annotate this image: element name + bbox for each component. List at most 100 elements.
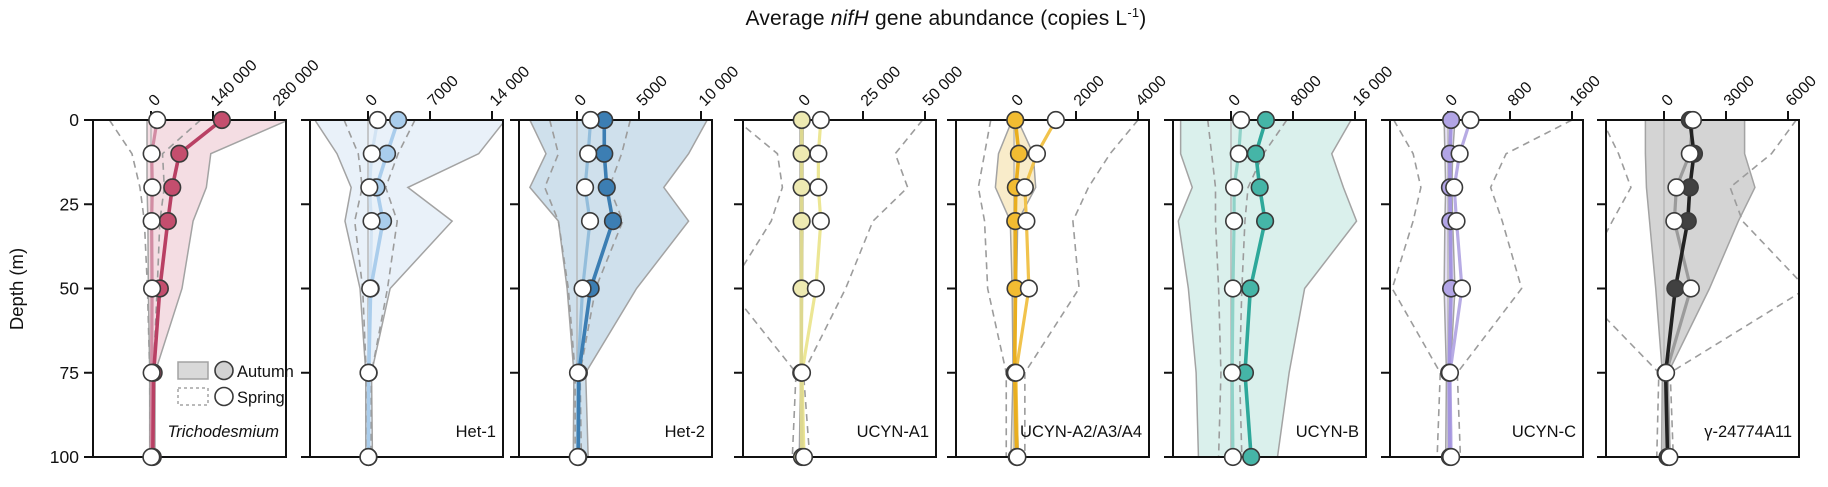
spring-point [1019, 279, 1038, 298]
spring-point [142, 144, 161, 163]
spring-point [575, 178, 595, 197]
autumn-point [1009, 144, 1029, 163]
spring-point [1017, 212, 1036, 231]
panel-ucyn-c: 0 800 1600 UCYN-C [1381, 73, 1604, 467]
spring-range-line-low [1391, 119, 1442, 458]
spring-point [1223, 447, 1243, 467]
spring-range-line-high [1456, 119, 1573, 458]
x-tick-label: 3000 [1721, 73, 1758, 110]
spring-point [1015, 178, 1034, 197]
spring-point [362, 212, 381, 231]
spring-point [1450, 144, 1469, 163]
autumn-point [792, 178, 811, 197]
spring-point [1667, 178, 1686, 197]
autumn-point [1241, 279, 1260, 298]
spring-point [1683, 110, 1703, 130]
spring-point [143, 279, 162, 298]
spring-point [811, 110, 830, 130]
spring-point [142, 447, 161, 467]
chart-title-superscript: -1 [1127, 5, 1140, 20]
legend-spring-swatch [177, 387, 209, 406]
spring-point [1223, 279, 1243, 298]
legend-autumn-swatch [177, 361, 209, 380]
panel-label: Trichodesmium [167, 423, 279, 441]
spring-point [359, 363, 378, 382]
x-tick-label: 0 [1226, 91, 1244, 109]
autumn-point [170, 144, 189, 163]
spring-point [360, 178, 379, 197]
panel-ucyn-b: 0 8000 16 000 UCYN-B [1164, 63, 1397, 467]
spring-point [1447, 212, 1466, 231]
autumn-range-band [529, 120, 708, 457]
spring-point [1046, 110, 1065, 130]
x-tick-label: 140 000 [208, 57, 261, 110]
spring-range-line-low [744, 125, 797, 458]
panel-border [742, 119, 937, 458]
x-tick-label: 0 [796, 91, 814, 109]
spring-point [143, 178, 162, 197]
panel-label: UCYN-B [1296, 423, 1359, 441]
spring-point [811, 212, 830, 231]
x-tick-label: 8000 [1288, 73, 1325, 110]
y-tick-label: 50 [60, 279, 80, 299]
spring-point [1461, 110, 1480, 130]
panel-label: Het-2 [665, 423, 705, 441]
spring-point [1660, 447, 1679, 467]
legend-spring-label: Spring [237, 389, 285, 407]
x-tick-label: 0 [1009, 91, 1027, 109]
autumn-point [1006, 110, 1025, 130]
panel-trichodesmium: 0 140 000 280 000 0 25 50 75 100 Autumn Spring Tri… [50, 57, 323, 467]
x-tick-label: 5000 [634, 73, 671, 110]
panel-label: Het-1 [456, 423, 496, 441]
spring-point [1452, 279, 1472, 298]
spring-point [579, 144, 598, 163]
spring-range-line-low [1206, 119, 1222, 458]
panel-label: UCYN-A2/A3/A4 [1020, 423, 1142, 441]
legend-spring-marker [214, 386, 234, 407]
x-tick-label: 2000 [1071, 73, 1108, 110]
autumn-point [603, 212, 623, 231]
y-tick-label: 25 [60, 194, 79, 214]
spring-point [368, 110, 387, 130]
x-tick-label: 14 000 [487, 63, 534, 110]
spring-point [580, 212, 600, 231]
spring-point [568, 447, 587, 467]
spring-point [1223, 363, 1242, 382]
spring-point [794, 447, 814, 467]
spring-point [1231, 110, 1251, 130]
y-tick-label: 75 [60, 363, 79, 383]
autumn-point [163, 178, 182, 197]
panel-border [955, 119, 1150, 458]
panel-label: γ-24774A11 [1704, 423, 1792, 441]
x-tick-label: 10 000 [696, 63, 743, 110]
panel-label: UCYN-A1 [857, 423, 929, 441]
spring-point [809, 178, 828, 197]
x-tick-label: 0 [363, 91, 381, 109]
autumn-range-band [1645, 120, 1755, 457]
spring-point [142, 363, 161, 382]
spring-point [1006, 363, 1025, 382]
chart-title-text: Average [745, 7, 831, 30]
spring-point [568, 363, 588, 382]
y-tick-label: 0 [69, 110, 79, 130]
autumn-point [792, 110, 811, 130]
autumn-range-band [147, 120, 285, 457]
autumn-point [1246, 144, 1265, 163]
spring-point [1224, 178, 1244, 197]
spring-point [148, 110, 167, 130]
spring-point [1445, 178, 1464, 197]
x-tick-label: 50 000 [920, 63, 967, 110]
autumn-point [1666, 279, 1685, 298]
panel-label: UCYN-C [1512, 423, 1576, 441]
autumn-point [1242, 447, 1261, 467]
x-tick-label: 280 000 [270, 57, 323, 110]
autumn-range-outline-high [1276, 119, 1358, 458]
spring-point [806, 279, 825, 298]
legend: Autumn Spring [177, 360, 294, 407]
x-tick-label: 0 [1659, 91, 1677, 109]
x-tick-label: 25 000 [858, 63, 905, 110]
autumn-range-outline-low [1177, 120, 1200, 458]
x-tick-label: 1600 [1567, 73, 1604, 110]
